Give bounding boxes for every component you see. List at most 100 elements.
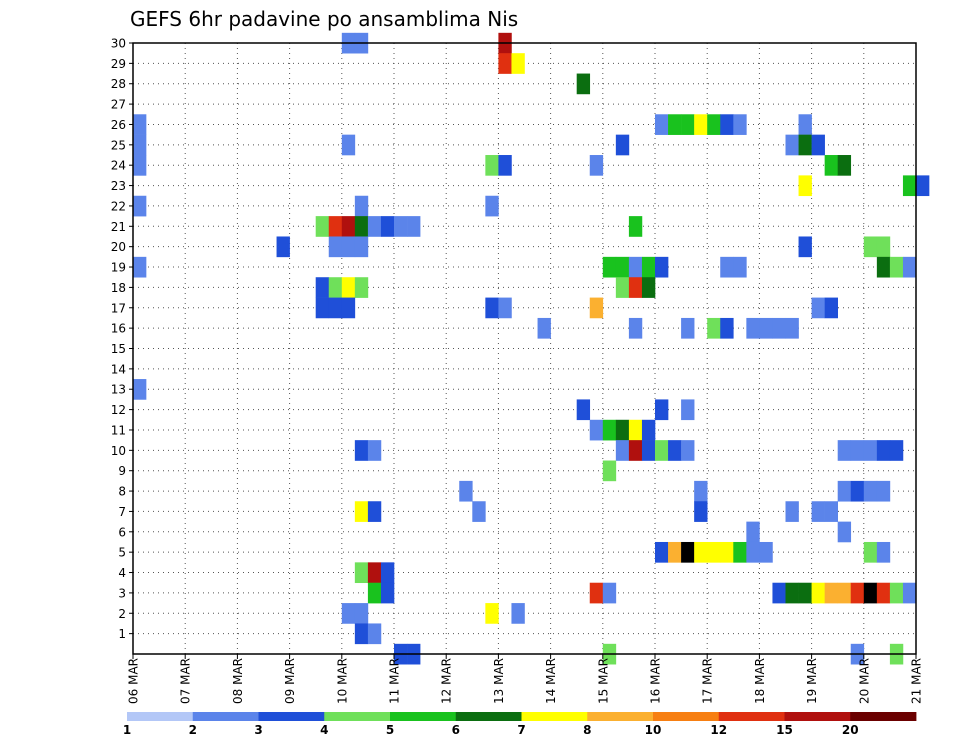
- heatmap-cell: [655, 399, 669, 421]
- heatmap-cell: [655, 440, 669, 461]
- x-axis: 06 MAR 07 MAR 08 MAR 09 MAR 10 MAR 11 MAR 12 M…: [127, 654, 924, 704]
- heatmap-cell: [354, 501, 369, 522]
- y-tick-label: 2: [118, 607, 126, 621]
- heatmap-cell: [315, 277, 330, 298]
- heatmap-cell: [133, 155, 147, 176]
- heatmap-cell: [694, 541, 708, 563]
- x-tick-label: 16 MAR: [649, 658, 663, 704]
- heatmap-cell: [798, 114, 812, 135]
- heatmap-cell: [589, 155, 604, 176]
- heatmap-cell: [837, 521, 852, 543]
- x-tick-label: 12 MAR: [440, 658, 454, 704]
- y-tick-label: 1: [118, 627, 126, 641]
- heatmap-cell: [328, 216, 343, 237]
- heatmap-cell: [668, 114, 682, 135]
- y-tick-label: 26: [111, 118, 126, 132]
- legend-swatch: [521, 712, 588, 721]
- heatmap-cell: [133, 379, 147, 400]
- heatmap-cell: [315, 216, 330, 237]
- heatmap-cell: [641, 440, 656, 461]
- heatmap-cell: [315, 297, 330, 319]
- heatmap-cell: [863, 541, 878, 563]
- y-tick-label: 14: [111, 362, 126, 376]
- y-tick-label: 9: [118, 464, 126, 478]
- y-tick-label: 6: [118, 525, 126, 539]
- heatmap-cell: [380, 562, 395, 584]
- legend-label: 1: [123, 723, 131, 737]
- heatmap-cell: [615, 256, 630, 278]
- heatmap-cell: [380, 582, 395, 604]
- heatmap-cell: [133, 256, 147, 278]
- x-tick-label: 17 MAR: [701, 658, 715, 704]
- heatmap-cell: [602, 582, 617, 604]
- legend-label: 4: [320, 723, 328, 737]
- heatmap-cell: [772, 582, 786, 604]
- heatmap-cell: [367, 582, 382, 604]
- heatmap-cell: [876, 480, 891, 502]
- x-tick-label: 11 MAR: [388, 658, 402, 704]
- heatmap-cell: [354, 603, 369, 624]
- legend-swatch: [587, 712, 654, 721]
- heatmap-cell: [511, 53, 525, 74]
- x-tick-label: 08 MAR: [231, 658, 245, 704]
- heatmap-cell: [785, 501, 799, 522]
- heatmap-cell: [824, 582, 838, 604]
- y-tick-label: 23: [111, 179, 126, 193]
- heatmap-cell: [641, 256, 656, 278]
- heatmap-cell: [759, 317, 773, 339]
- heatmap-cell: [367, 501, 382, 522]
- heatmap-cell: [615, 277, 630, 298]
- heatmap-cell: [354, 623, 369, 645]
- heatmap-cell: [681, 440, 695, 461]
- legend-label: 20: [842, 723, 859, 737]
- heatmap-cell: [720, 541, 734, 563]
- legend-label: 3: [254, 723, 262, 737]
- y-tick-label: 11: [111, 423, 126, 437]
- heatmap-cell: [811, 297, 825, 319]
- legend-label: 5: [386, 723, 394, 737]
- heatmap-cell: [876, 440, 891, 461]
- heatmap-cell: [772, 317, 786, 339]
- x-tick-label: 21 MAR: [910, 658, 924, 704]
- heatmap-cell: [733, 541, 747, 563]
- heatmap-cell: [341, 277, 356, 298]
- y-tick-label: 29: [111, 57, 126, 71]
- heatmap-cell: [641, 277, 656, 298]
- heatmap-cell: [902, 175, 917, 197]
- heatmap-cell: [628, 317, 643, 339]
- heatmap-cell: [785, 317, 799, 339]
- y-tick-label: 19: [111, 261, 126, 275]
- x-tick-label: 06 MAR: [127, 658, 141, 704]
- heatmap-cell: [407, 216, 421, 237]
- x-tick-label: 20 MAR: [857, 658, 871, 704]
- heatmap-cell: [485, 155, 499, 176]
- heatmap-cell: [863, 236, 878, 258]
- heatmap-cell: [328, 236, 343, 258]
- heatmap-cell: [628, 440, 643, 461]
- y-tick-label: 5: [118, 546, 126, 560]
- x-tick-label: 19 MAR: [805, 658, 819, 704]
- y-tick-label: 8: [118, 485, 126, 499]
- heatmap-cell: [485, 297, 499, 319]
- heatmap-cell: [681, 399, 695, 421]
- x-tick-label: 09 MAR: [283, 658, 297, 704]
- legend-swatch: [784, 712, 851, 721]
- heatmap-cell: [811, 134, 825, 156]
- heatmap-cell: [354, 216, 369, 237]
- heatmap-cell: [850, 582, 865, 604]
- heatmap-cell: [720, 317, 734, 339]
- y-tick-label: 16: [111, 322, 126, 336]
- heatmap-cell: [276, 236, 290, 258]
- heatmap-cell: [681, 541, 695, 563]
- heatmap-cell: [837, 155, 852, 176]
- heatmap-cell: [367, 440, 382, 461]
- heatmap-cell: [485, 603, 499, 624]
- heatmap-cell: [602, 419, 617, 441]
- heatmap-cell: [694, 501, 708, 522]
- y-tick-label: 22: [111, 199, 126, 213]
- heatmap-cell: [733, 114, 747, 135]
- heatmap-cell: [916, 175, 930, 197]
- heatmap-cell: [655, 114, 669, 135]
- heatmap-cell: [498, 53, 512, 74]
